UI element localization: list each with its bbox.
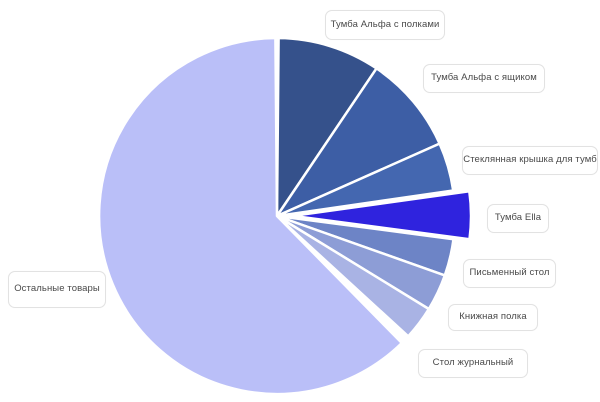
pie-slice[interactable]: [97, 36, 404, 396]
pie-slice[interactable]: [275, 214, 431, 338]
slice-label: Стол журнальный: [418, 349, 528, 378]
slice-label: Книжная полка: [448, 304, 538, 331]
slice-label: Тумба Альфа с ящиком: [423, 64, 545, 93]
slice-label: Тумба Ella: [487, 204, 549, 233]
slice-label: Стеклянная крышка для тумб: [462, 146, 598, 175]
pie-slice[interactable]: [275, 67, 441, 218]
slice-label: Тумба Альфа с полками: [325, 10, 445, 40]
slice-label: Письменный стол: [463, 259, 556, 288]
pie-slice[interactable]: [275, 36, 378, 218]
pie-slice[interactable]: [275, 142, 455, 218]
pie-slice[interactable]: [291, 189, 473, 241]
slice-label: Остальные товары: [8, 271, 106, 308]
